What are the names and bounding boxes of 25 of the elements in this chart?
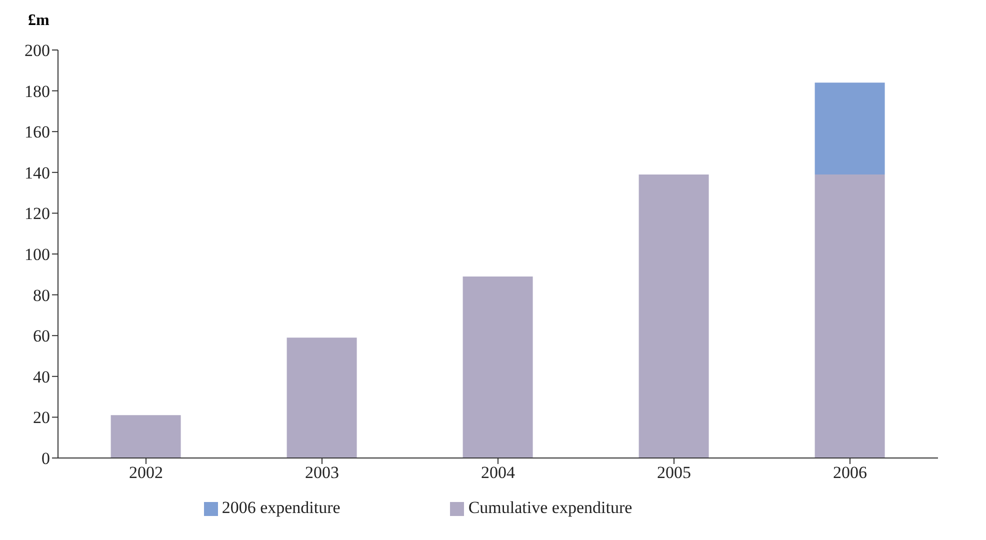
y-axis-title: £m	[28, 12, 50, 30]
y-tick-label: 0	[42, 449, 50, 468]
y-tick-label: 40	[33, 367, 50, 386]
bar	[814, 82, 885, 174]
x-tick-label: 2006	[833, 463, 867, 482]
bar	[462, 276, 533, 458]
legend-label: 2006 expenditure	[222, 498, 340, 517]
bar	[110, 415, 181, 458]
y-tick-label: 100	[24, 245, 50, 264]
y-tick-label: 200	[24, 41, 50, 60]
bar	[638, 174, 709, 458]
y-tick-label: 20	[33, 408, 50, 428]
bar	[814, 174, 885, 458]
x-tick-label: 2004	[481, 463, 516, 482]
y-tick-label: 140	[24, 163, 50, 182]
legend-label: Cumulative expenditure	[468, 498, 632, 517]
bar	[286, 338, 357, 458]
y-tick-label: 160	[24, 122, 50, 142]
y-tick-label: 180	[24, 82, 50, 101]
x-tick-label: 2003	[305, 463, 339, 482]
x-tick-label: 2002	[129, 463, 163, 482]
y-tick-label: 60	[33, 326, 50, 346]
y-tick-label: 80	[33, 286, 50, 305]
x-tick-label: 2005	[657, 463, 691, 482]
y-tick-label: 120	[24, 204, 50, 224]
